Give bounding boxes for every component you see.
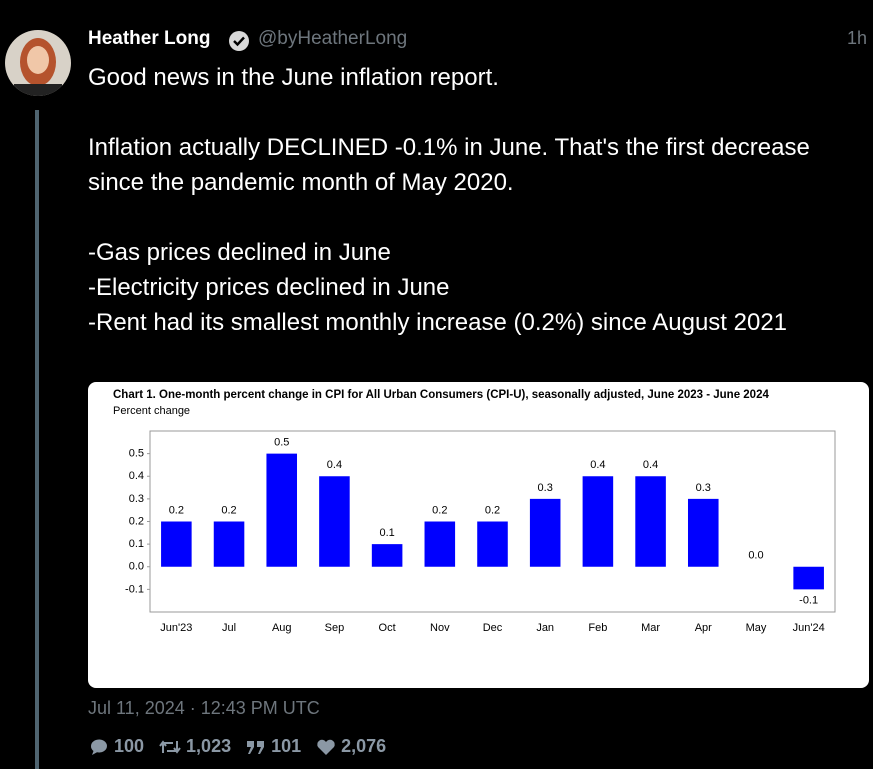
bar xyxy=(213,521,245,567)
tweet-age: 1h xyxy=(846,28,867,48)
retweet-icon xyxy=(159,739,181,754)
verified-badge xyxy=(229,31,249,51)
value-label: 0.3 xyxy=(696,482,711,494)
bar xyxy=(582,476,614,567)
x-tick-label: Sep xyxy=(325,622,345,634)
y-tick-label: 0.0 xyxy=(129,561,144,573)
like-count: 2,076 xyxy=(341,736,387,756)
y-tick-label: 0.5 xyxy=(129,448,144,460)
bar xyxy=(319,476,350,567)
x-tick-label: Nov xyxy=(430,622,450,634)
value-label: 0.2 xyxy=(432,504,447,516)
author-handle[interactable]: @byHeatherLong xyxy=(258,28,408,49)
bar xyxy=(266,453,298,567)
quotes[interactable]: 101 xyxy=(245,736,301,757)
value-label: 0.4 xyxy=(327,459,342,471)
x-tick-label: Jul xyxy=(222,622,236,634)
bar xyxy=(635,476,666,567)
timestamp[interactable]: Jul 11, 2024 · 12:43 PM UTC xyxy=(88,698,320,718)
y-tick-label: -0.1 xyxy=(125,583,144,595)
x-tick-label: Oct xyxy=(379,622,396,634)
x-tick-label: Aug xyxy=(272,622,292,634)
x-tick-label: May xyxy=(746,622,767,634)
value-label: 0.2 xyxy=(485,504,500,516)
x-tick-label: Jan xyxy=(536,622,554,634)
y-tick-label: 0.2 xyxy=(129,515,144,527)
y-tick-label: 0.1 xyxy=(129,538,144,550)
value-label: 0.4 xyxy=(590,459,605,471)
retweet-count: 1,023 xyxy=(186,736,232,756)
tweet-paragraph: Inflation actually DECLINED -0.1% in Jun… xyxy=(88,134,810,196)
value-label: -0.1 xyxy=(799,594,818,606)
author-name[interactable]: Heather Long xyxy=(88,28,211,49)
tweet-text: Good news in the June inflation report. … xyxy=(88,60,818,375)
value-label: 0.5 xyxy=(274,437,289,449)
chart-title: Chart 1. One-month percent change in CPI… xyxy=(113,389,769,401)
chart: Chart 1. One-month percent change in CPI… xyxy=(113,389,836,634)
bar xyxy=(424,521,456,567)
quote-icon xyxy=(247,740,265,754)
x-tick-label: Jun'24 xyxy=(793,622,825,634)
value-label: 0.2 xyxy=(169,504,184,516)
chart-card[interactable]: Chart 1. One-month percent change in CPI… xyxy=(88,382,869,688)
replies[interactable]: 100 xyxy=(88,736,144,757)
y-tick-label: 0.4 xyxy=(129,470,144,482)
x-tick-label: Jun'23 xyxy=(160,622,192,634)
reply-count: 100 xyxy=(114,736,145,756)
bar xyxy=(371,544,403,567)
value-label: 0.2 xyxy=(221,504,236,516)
like-icon xyxy=(317,739,335,755)
bar xyxy=(161,521,192,567)
value-label: 0.1 xyxy=(379,527,394,539)
value-label: 0.4 xyxy=(643,459,658,471)
likes[interactable]: 2,076 xyxy=(315,736,386,757)
quote-count: 101 xyxy=(271,736,302,756)
x-tick-label: Apr xyxy=(695,622,712,634)
y-axis-label: Percent change xyxy=(113,405,190,417)
value-label: 0.3 xyxy=(538,482,553,494)
bar xyxy=(477,521,508,567)
x-tick-label: Mar xyxy=(641,622,660,634)
reply-icon xyxy=(90,739,107,755)
y-tick-label: 0.3 xyxy=(129,493,144,505)
bar xyxy=(793,566,824,590)
stats-bar: 100 1,023 101 2,076 xyxy=(88,736,386,757)
x-tick-label: Feb xyxy=(588,622,607,634)
bar xyxy=(529,498,561,567)
thread-line xyxy=(35,110,39,769)
bar xyxy=(687,498,719,567)
tweet-paragraph: -Gas prices declined in June -Electricit… xyxy=(88,239,788,336)
tweet-paragraph: Good news in the June inflation report. xyxy=(88,64,499,91)
avatar-column xyxy=(5,30,71,769)
value-label: 0.0 xyxy=(748,550,763,562)
retweets[interactable]: 1,023 xyxy=(158,736,231,757)
x-tick-label: Dec xyxy=(483,622,503,634)
